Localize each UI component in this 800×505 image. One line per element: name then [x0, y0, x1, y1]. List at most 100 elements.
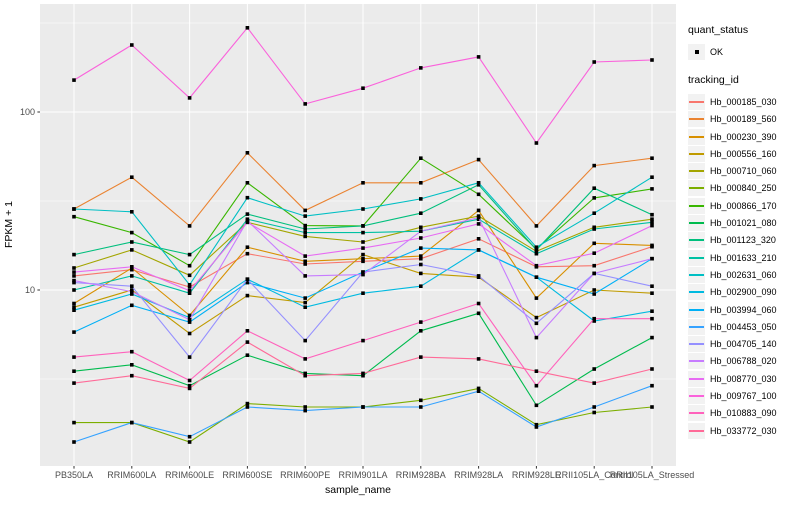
data-point[interactable] — [592, 410, 596, 415]
data-point[interactable] — [650, 223, 654, 228]
data-point[interactable] — [187, 252, 192, 257]
data-point[interactable] — [303, 405, 307, 409]
data-point[interactable] — [361, 181, 365, 185]
data-point[interactable] — [419, 236, 423, 240]
data-point[interactable] — [650, 309, 654, 313]
data-point[interactable] — [187, 289, 192, 293]
data-point[interactable] — [476, 357, 481, 361]
legend-item-Hb_001021_080[interactable]: Hb_001021_080 — [688, 214, 800, 232]
data-point[interactable] — [72, 252, 76, 257]
data-point[interactable] — [245, 195, 250, 200]
data-point[interactable] — [419, 355, 423, 359]
data-point[interactable] — [130, 274, 134, 278]
data-point[interactable] — [476, 222, 481, 226]
data-point[interactable] — [245, 293, 250, 298]
data-point[interactable] — [650, 220, 654, 225]
data-point[interactable] — [245, 245, 250, 249]
data-point[interactable] — [419, 398, 423, 403]
data-point[interactable] — [534, 248, 539, 252]
data-point[interactable] — [72, 266, 76, 270]
legend-item-Hb_001123_320[interactable]: Hb_001123_320 — [688, 232, 800, 249]
data-point[interactable] — [419, 229, 423, 233]
data-point[interactable] — [187, 378, 192, 383]
data-point[interactable] — [130, 292, 134, 296]
data-point[interactable] — [650, 316, 654, 321]
legend-item-Hb_004705_140[interactable]: Hb_004705_140 — [688, 335, 800, 353]
data-point[interactable] — [361, 259, 365, 264]
data-point[interactable] — [245, 280, 250, 285]
data-point[interactable] — [245, 26, 250, 30]
data-point[interactable] — [419, 271, 423, 276]
data-point[interactable] — [534, 275, 539, 279]
data-point[interactable] — [592, 319, 596, 323]
data-point[interactable] — [361, 207, 365, 211]
data-point[interactable] — [303, 373, 307, 378]
legend-item-Hb_002900_090[interactable]: Hb_002900_090 — [688, 284, 800, 301]
data-point[interactable] — [650, 156, 654, 160]
data-point[interactable] — [650, 405, 654, 409]
data-point[interactable] — [361, 270, 365, 274]
data-point[interactable] — [72, 270, 76, 274]
data-point[interactable] — [534, 369, 539, 373]
data-point[interactable] — [650, 383, 654, 388]
data-point[interactable] — [303, 214, 307, 218]
data-point[interactable] — [361, 338, 365, 343]
data-point[interactable] — [187, 285, 192, 289]
legend-item-Hb_000185_030[interactable]: Hb_000185_030 — [688, 93, 800, 110]
legend-item-Hb_000556_160[interactable]: Hb_000556_160 — [688, 145, 800, 162]
legend-item-Hb_000840_250[interactable]: Hb_000840_250 — [688, 180, 800, 197]
data-point[interactable] — [361, 291, 365, 295]
data-point[interactable] — [245, 220, 250, 225]
data-point[interactable] — [650, 243, 654, 248]
data-point[interactable] — [130, 284, 134, 288]
data-point[interactable] — [72, 369, 76, 373]
data-point[interactable] — [72, 355, 76, 359]
data-point[interactable] — [130, 349, 134, 354]
data-point[interactable] — [72, 280, 76, 285]
data-point[interactable] — [592, 288, 596, 292]
legend-item-ok[interactable]: OK — [688, 43, 800, 60]
data-point[interactable] — [187, 224, 192, 228]
data-point[interactable] — [650, 212, 654, 217]
data-point[interactable] — [419, 181, 423, 185]
data-point[interactable] — [650, 284, 654, 288]
data-point[interactable] — [303, 262, 307, 266]
data-point[interactable] — [650, 291, 654, 295]
data-point[interactable] — [187, 386, 192, 391]
data-point[interactable] — [130, 175, 134, 179]
data-point[interactable] — [72, 301, 76, 306]
data-point[interactable] — [72, 288, 76, 292]
data-point[interactable] — [303, 357, 307, 361]
data-point[interactable] — [72, 274, 76, 278]
data-point[interactable] — [476, 215, 481, 220]
data-point[interactable] — [187, 320, 192, 324]
data-point[interactable] — [534, 422, 539, 427]
data-point[interactable] — [130, 230, 134, 235]
data-point[interactable] — [361, 230, 365, 235]
data-point[interactable] — [303, 254, 307, 258]
data-point[interactable] — [245, 251, 250, 256]
data-point[interactable] — [592, 227, 596, 231]
data-point[interactable] — [187, 273, 192, 278]
data-point[interactable] — [476, 389, 481, 393]
data-point[interactable] — [534, 425, 539, 429]
data-point[interactable] — [187, 318, 192, 322]
data-point[interactable] — [72, 78, 76, 82]
data-point[interactable] — [245, 277, 250, 281]
data-point[interactable] — [72, 420, 76, 425]
data-point[interactable] — [187, 331, 192, 336]
data-point[interactable] — [419, 284, 423, 288]
data-point[interactable] — [130, 289, 134, 294]
data-point[interactable] — [245, 151, 250, 155]
data-point[interactable] — [187, 355, 192, 359]
data-point[interactable] — [245, 329, 250, 333]
data-point[interactable] — [592, 211, 596, 215]
data-point[interactable] — [592, 367, 596, 371]
data-point[interactable] — [72, 330, 76, 334]
data-point[interactable] — [534, 245, 539, 249]
data-point[interactable] — [303, 296, 307, 300]
data-point[interactable] — [187, 440, 192, 444]
data-point[interactable] — [419, 197, 423, 201]
data-point[interactable] — [361, 272, 365, 277]
data-point[interactable] — [592, 263, 596, 268]
